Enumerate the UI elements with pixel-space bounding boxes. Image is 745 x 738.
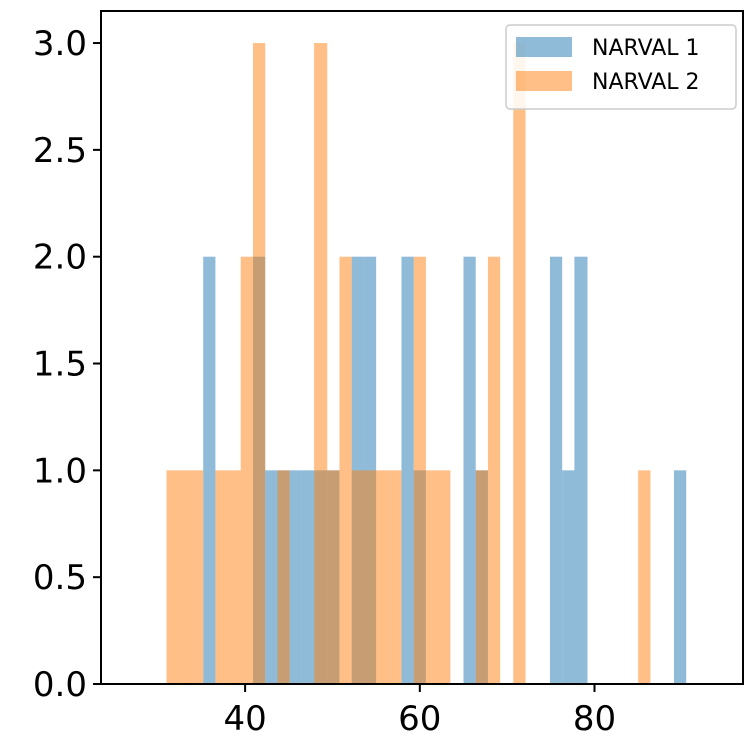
x-tick-label: 60 — [398, 699, 441, 738]
bar-narval-1-4 — [289, 470, 302, 684]
bar-narval-2-13 — [376, 470, 390, 684]
bar-narval-2-4 — [227, 470, 241, 684]
x-tick-label: 40 — [223, 699, 266, 738]
y-tick-label: 2.0 — [33, 238, 87, 278]
bar-narval-2-3 — [215, 470, 228, 684]
bar-narval-1-0 — [203, 256, 216, 684]
bar-narval-2-1 — [178, 470, 191, 684]
bar-narval-1-17 — [673, 470, 687, 684]
legend-label-narval-2: NARVAL 2 — [592, 70, 700, 95]
bar-narval-2-17 — [438, 470, 451, 684]
bar-narval-2-15 — [413, 256, 426, 684]
legend: NARVAL 1 NARVAL 2 — [505, 24, 737, 110]
bar-narval-2-21 — [638, 470, 651, 684]
bar-narval-2-14 — [389, 470, 402, 684]
y-tick-label: 2.5 — [33, 131, 87, 171]
bar-narval-1-2 — [265, 470, 278, 684]
axes-group: 0.0 0.5 1.0 1.5 2.0 2.5 3.0 40 60 80 — [33, 10, 744, 738]
bar-narval-1-5 — [301, 470, 315, 684]
bar-narval-1-10 — [401, 256, 414, 684]
bar-narval-2-6 — [252, 43, 266, 685]
x-tick-label: 80 — [573, 699, 616, 738]
y-tick-label: 0.5 — [33, 558, 87, 598]
y-tick-label: 3.0 — [33, 24, 87, 64]
y-tick-label: 0.0 — [33, 665, 87, 705]
bar-narval-2-2 — [190, 470, 204, 684]
legend-swatch-narval-2 — [516, 71, 572, 91]
y-tick-label: 1.5 — [33, 345, 87, 385]
legend-label-narval-1: NARVAL 1 — [592, 36, 700, 61]
bar-narval-2-10 — [339, 256, 352, 684]
bars-group — [166, 43, 687, 685]
bar-narval-1-15 — [562, 470, 575, 684]
bar-narval-1-16 — [574, 256, 588, 684]
plot-frame — [100, 10, 744, 685]
bar-narval-2-18 — [475, 470, 488, 684]
bar-narval-2-5 — [240, 256, 253, 684]
bar-narval-2-8 — [314, 43, 328, 685]
y-tick-label: 1.0 — [33, 451, 87, 491]
bar-narval-2-20 — [513, 43, 526, 685]
bar-narval-1-12 — [463, 256, 476, 684]
bar-narval-2-12 — [363, 470, 377, 684]
legend-swatch-narval-1 — [516, 37, 572, 57]
bar-narval-2-19 — [487, 256, 501, 684]
bar-narval-2-16 — [425, 470, 439, 684]
bar-narval-2-9 — [327, 470, 340, 684]
bar-narval-1-14 — [549, 256, 563, 684]
bar-narval-2-11 — [351, 470, 364, 684]
bar-narval-2-7 — [277, 470, 290, 684]
bar-narval-2-0 — [166, 470, 179, 684]
